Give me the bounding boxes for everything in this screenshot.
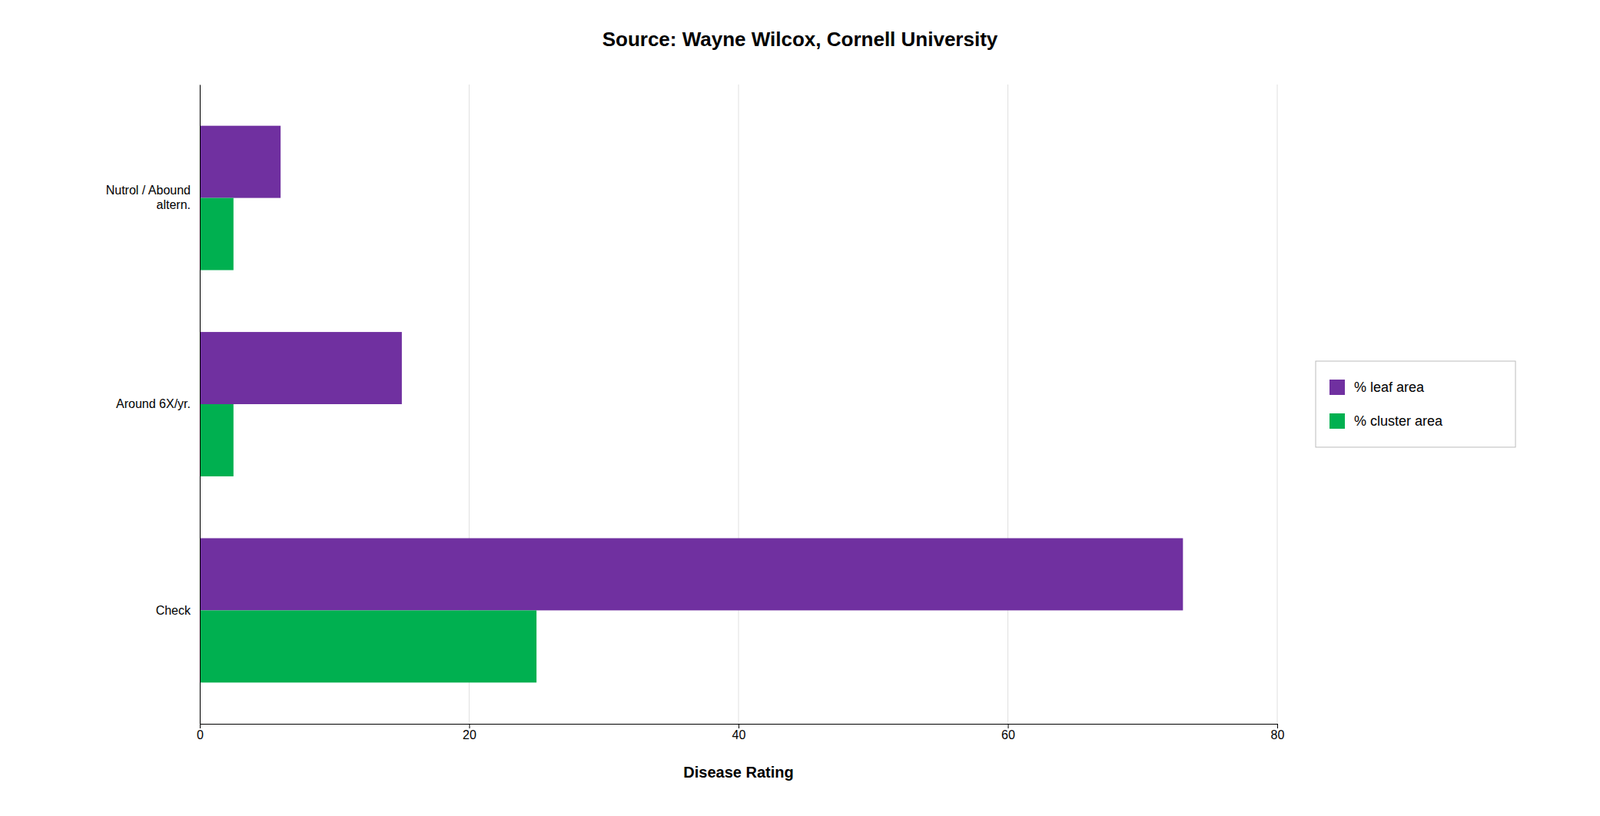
x-tick-mark (738, 723, 740, 729)
y-tick-label: Nutrol / Aboundaltern. (106, 183, 191, 212)
x-tick: 80 (1271, 723, 1285, 742)
bar (199, 537, 1183, 611)
grid-line (1277, 84, 1279, 724)
y-tick-label-line: Around 6X/yr. (116, 397, 191, 411)
plot: 0 20 40 60 80 Check Around 6X/yr. Nutrol / Abou… (106, 84, 1285, 742)
x-tick-label: 20 (462, 728, 477, 742)
x-axis-title: Disease Rating (683, 763, 794, 781)
x-tick-mark (1277, 723, 1279, 729)
y-tick-label: Check (156, 604, 192, 618)
legend-swatch (1329, 413, 1345, 429)
legend-label: % cluster area (1354, 413, 1444, 429)
grid-line (199, 84, 201, 724)
x-tick-label: 0 (196, 728, 204, 742)
grid-line (738, 84, 740, 724)
x-axis: 0 20 40 60 80 (196, 723, 1285, 742)
chart-title: Source: Wayne Wilcox, Cornell University (602, 27, 999, 51)
x-tick-label: 60 (1001, 728, 1016, 742)
y-tick-label: Around 6X/yr. (116, 397, 191, 411)
bar (199, 126, 281, 199)
y-tick: Check (156, 604, 200, 618)
bar-series (199, 126, 1183, 611)
y-tick-label-line: Check (156, 604, 192, 618)
legend: % leaf area % cluster area (1315, 361, 1516, 448)
bar-series (199, 198, 537, 684)
x-tick: 20 (462, 723, 477, 742)
legend-label: % leaf area (1354, 379, 1425, 396)
x-tick-mark (1008, 723, 1010, 729)
x-tick-label: 80 (1271, 728, 1285, 742)
bars (199, 126, 1183, 684)
y-axis: Check Around 6X/yr. Nutrol / Aboundaltern. (106, 85, 201, 725)
x-tick-label: 40 (732, 728, 747, 742)
y-tick: Nutrol / Aboundaltern. (106, 183, 200, 212)
x-axis-line (200, 724, 1279, 730)
legend-frame (1315, 361, 1516, 448)
x-tick: 40 (732, 723, 747, 742)
legend-swatch (1329, 379, 1345, 396)
chart-svg: 0 20 40 60 80 Check Around 6X/yr. Nutrol / Abou… (0, 0, 1600, 816)
y-tick: Around 6X/yr. (116, 397, 200, 411)
bar (199, 404, 234, 477)
bar (199, 198, 234, 271)
legend-item: % leaf area (1329, 379, 1425, 396)
y-axis-line (199, 85, 201, 725)
x-tick-mark (469, 723, 471, 729)
y-tick-label-line: altern. (156, 198, 191, 212)
x-tick: 60 (1001, 723, 1016, 742)
grid-line (1007, 84, 1009, 724)
x-tick-mark (199, 723, 201, 729)
bar (199, 331, 402, 405)
x-tick: 0 (196, 723, 204, 742)
grid (199, 84, 1278, 724)
y-tick-label-line: Nutrol / Abound (106, 183, 191, 197)
bar (199, 610, 537, 683)
legend-item: % cluster area (1329, 413, 1444, 429)
